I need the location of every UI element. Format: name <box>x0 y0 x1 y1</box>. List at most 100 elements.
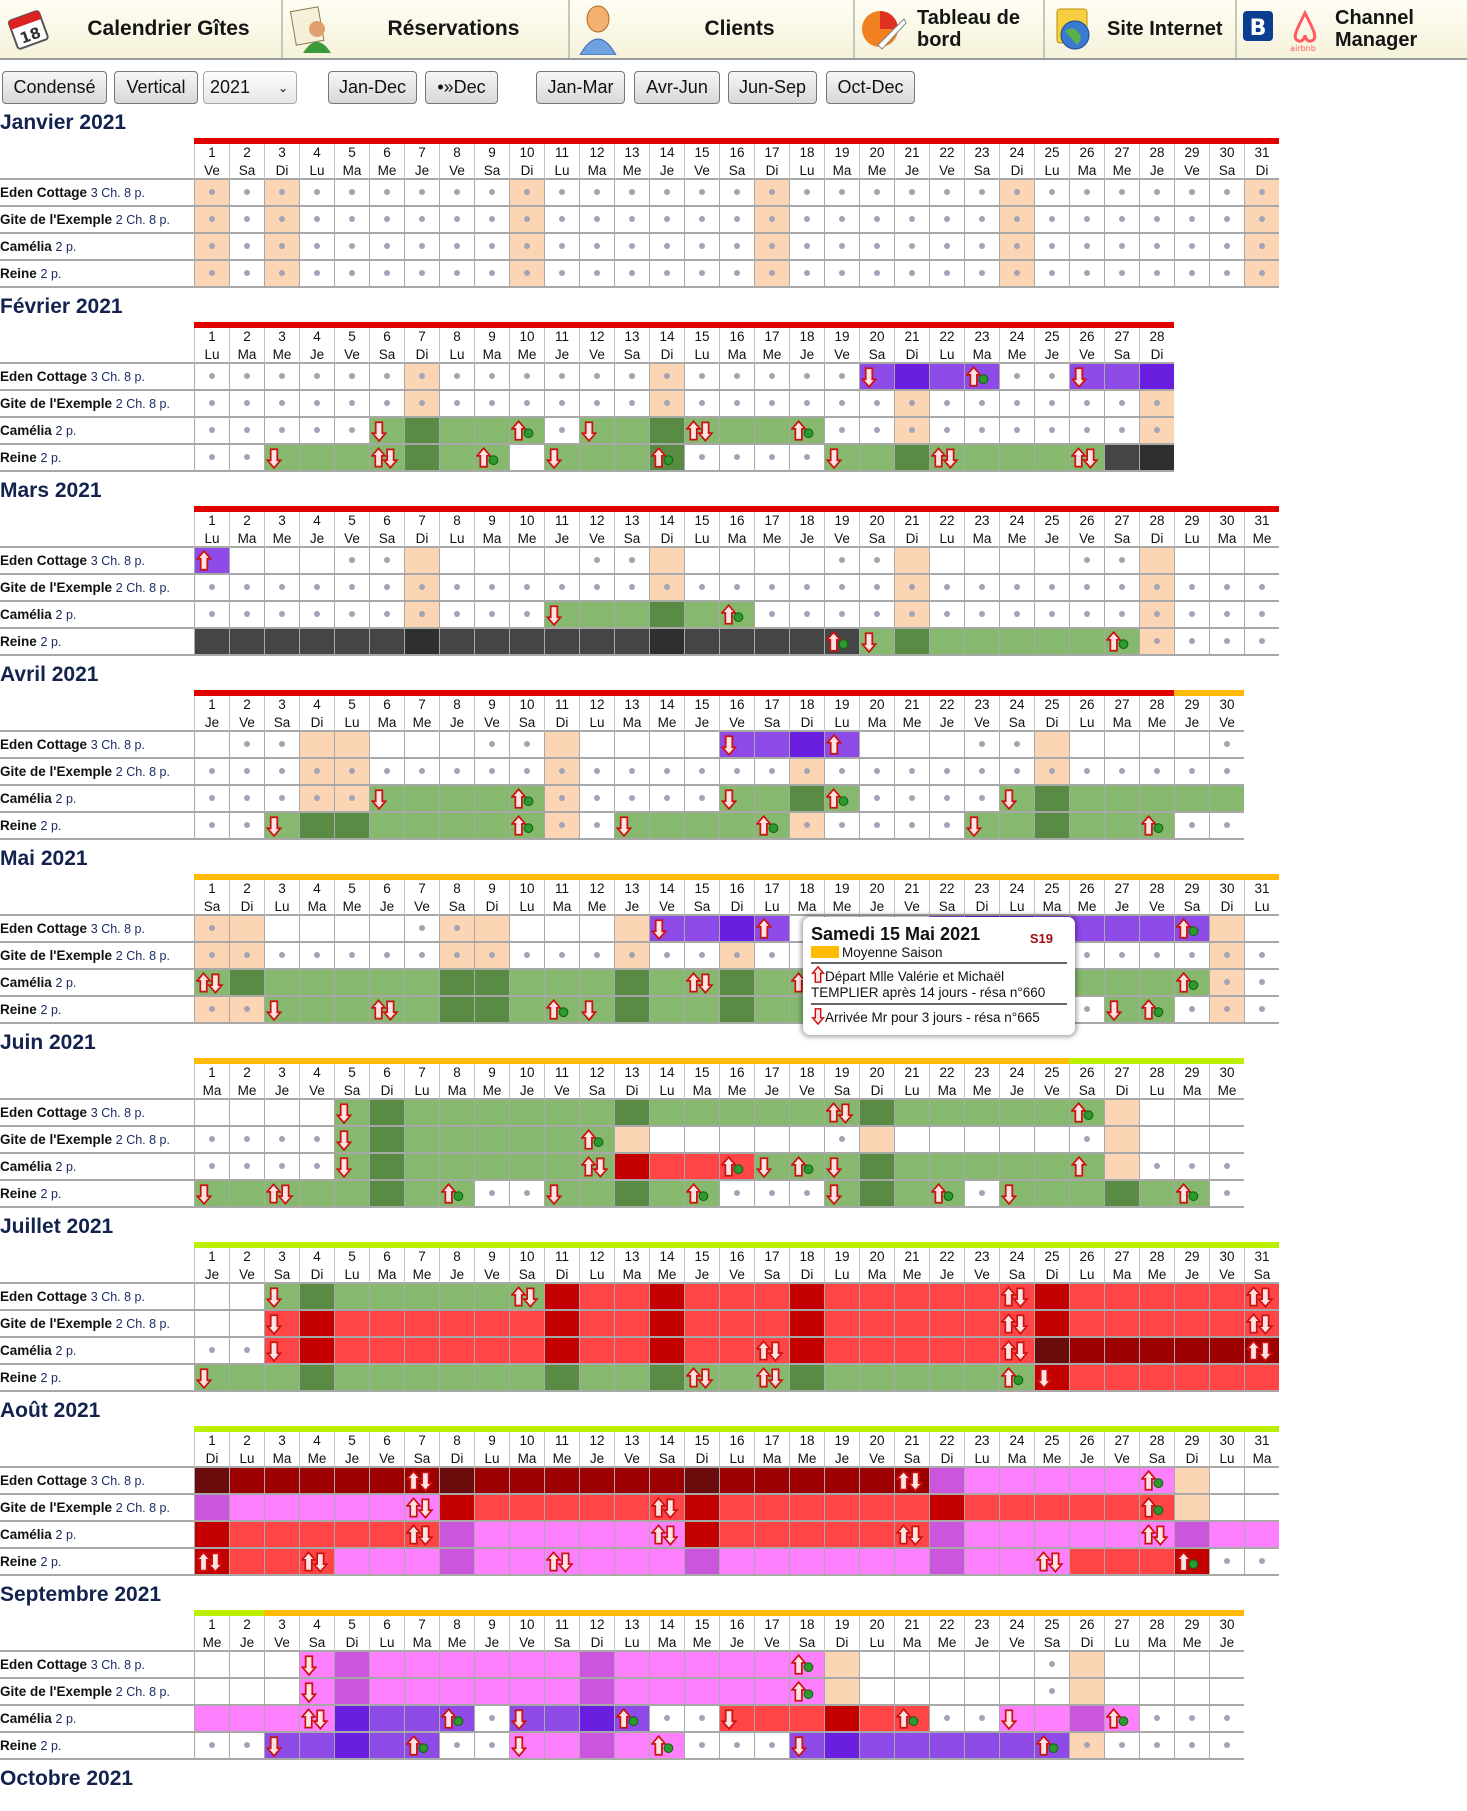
day-cell[interactable] <box>649 759 684 786</box>
day-cell[interactable] <box>649 391 684 418</box>
day-cell[interactable] <box>1104 732 1139 759</box>
day-cell[interactable] <box>439 813 474 840</box>
day-cell[interactable] <box>229 1284 264 1311</box>
day-cell[interactable] <box>894 1733 929 1760</box>
day-cell[interactable] <box>264 629 299 656</box>
day-cell[interactable] <box>1209 759 1244 786</box>
day-cell[interactable] <box>719 1468 754 1495</box>
day-cell[interactable] <box>229 1181 264 1208</box>
day-cell[interactable] <box>474 1733 509 1760</box>
day-cell[interactable] <box>929 629 964 656</box>
day-cell[interactable] <box>999 732 1034 759</box>
day-cell[interactable] <box>789 207 824 234</box>
day-cell[interactable] <box>229 1311 264 1338</box>
day-cell[interactable] <box>474 575 509 602</box>
day-cell[interactable] <box>544 180 579 207</box>
day-cell[interactable] <box>859 1154 894 1181</box>
room-label[interactable]: Gite de l'Exemple 2 Ch. 8 p. <box>0 759 194 786</box>
year-select[interactable]: 2021 ⌄ <box>203 71 297 104</box>
day-cell[interactable] <box>264 1311 299 1338</box>
day-cell[interactable] <box>474 732 509 759</box>
day-cell[interactable] <box>474 759 509 786</box>
day-cell[interactable] <box>1104 1679 1139 1706</box>
day-cell[interactable] <box>719 180 754 207</box>
day-cell[interactable] <box>964 391 999 418</box>
day-cell[interactable] <box>614 1679 649 1706</box>
day-cell[interactable] <box>999 1181 1034 1208</box>
day-cell[interactable] <box>1069 1652 1104 1679</box>
day-cell[interactable] <box>964 732 999 759</box>
day-cell[interactable] <box>299 180 334 207</box>
day-cell[interactable] <box>194 759 229 786</box>
day-cell[interactable] <box>404 916 439 943</box>
day-cell[interactable] <box>614 997 649 1024</box>
day-cell[interactable] <box>1104 1652 1139 1679</box>
day-cell[interactable] <box>1174 997 1209 1024</box>
day-cell[interactable] <box>614 1181 649 1208</box>
day-cell[interactable] <box>509 1154 544 1181</box>
day-cell[interactable] <box>1104 418 1139 445</box>
day-cell[interactable] <box>299 970 334 997</box>
day-cell[interactable] <box>649 1311 684 1338</box>
day-cell[interactable] <box>754 916 789 943</box>
day-cell[interactable] <box>859 629 894 656</box>
day-cell[interactable] <box>1104 786 1139 813</box>
day-cell[interactable] <box>1034 1311 1069 1338</box>
day-cell[interactable] <box>509 1468 544 1495</box>
day-cell[interactable] <box>929 1733 964 1760</box>
day-cell[interactable] <box>1174 759 1209 786</box>
day-cell[interactable] <box>649 548 684 575</box>
day-cell[interactable] <box>334 970 369 997</box>
day-cell[interactable] <box>334 207 369 234</box>
day-cell[interactable] <box>439 1706 474 1733</box>
day-cell[interactable] <box>1209 1495 1244 1522</box>
day-cell[interactable] <box>719 1679 754 1706</box>
day-cell[interactable] <box>474 1365 509 1392</box>
day-cell[interactable] <box>1174 1338 1209 1365</box>
day-cell[interactable] <box>369 943 404 970</box>
day-cell[interactable] <box>824 813 859 840</box>
day-cell[interactable] <box>194 548 229 575</box>
day-cell[interactable] <box>649 732 684 759</box>
day-cell[interactable] <box>334 261 369 288</box>
day-cell[interactable] <box>754 970 789 997</box>
day-cell[interactable] <box>579 1284 614 1311</box>
day-cell[interactable] <box>719 916 754 943</box>
day-cell[interactable] <box>194 1706 229 1733</box>
day-cell[interactable] <box>1104 1181 1139 1208</box>
day-cell[interactable] <box>264 1468 299 1495</box>
day-cell[interactable] <box>1104 1706 1139 1733</box>
day-cell[interactable] <box>999 786 1034 813</box>
day-cell[interactable] <box>1069 602 1104 629</box>
day-cell[interactable] <box>649 1549 684 1576</box>
day-cell[interactable] <box>439 234 474 261</box>
day-cell[interactable] <box>719 1495 754 1522</box>
day-cell[interactable] <box>229 759 264 786</box>
day-cell[interactable] <box>439 1679 474 1706</box>
day-cell[interactable] <box>474 916 509 943</box>
day-cell[interactable] <box>299 1706 334 1733</box>
day-cell[interactable] <box>1069 1127 1104 1154</box>
day-cell[interactable] <box>299 1679 334 1706</box>
day-cell[interactable] <box>1244 1468 1279 1495</box>
day-cell[interactable] <box>1139 364 1174 391</box>
day-cell[interactable] <box>509 629 544 656</box>
day-cell[interactable] <box>579 732 614 759</box>
day-cell[interactable] <box>544 1495 579 1522</box>
day-cell[interactable] <box>439 180 474 207</box>
room-label[interactable]: Camélia 2 p. <box>0 1522 194 1549</box>
day-cell[interactable] <box>264 1495 299 1522</box>
day-cell[interactable] <box>579 391 614 418</box>
day-cell[interactable] <box>929 1100 964 1127</box>
room-label[interactable]: Reine 2 p. <box>0 445 194 472</box>
day-cell[interactable] <box>859 786 894 813</box>
day-cell[interactable] <box>1174 943 1209 970</box>
day-cell[interactable] <box>1139 180 1174 207</box>
day-cell[interactable] <box>1139 1468 1174 1495</box>
day-cell[interactable] <box>1209 813 1244 840</box>
day-cell[interactable] <box>439 916 474 943</box>
day-cell[interactable] <box>649 629 684 656</box>
room-label[interactable]: Eden Cottage 3 Ch. 8 p. <box>0 1100 194 1127</box>
day-cell[interactable] <box>684 391 719 418</box>
day-cell[interactable] <box>1209 261 1244 288</box>
